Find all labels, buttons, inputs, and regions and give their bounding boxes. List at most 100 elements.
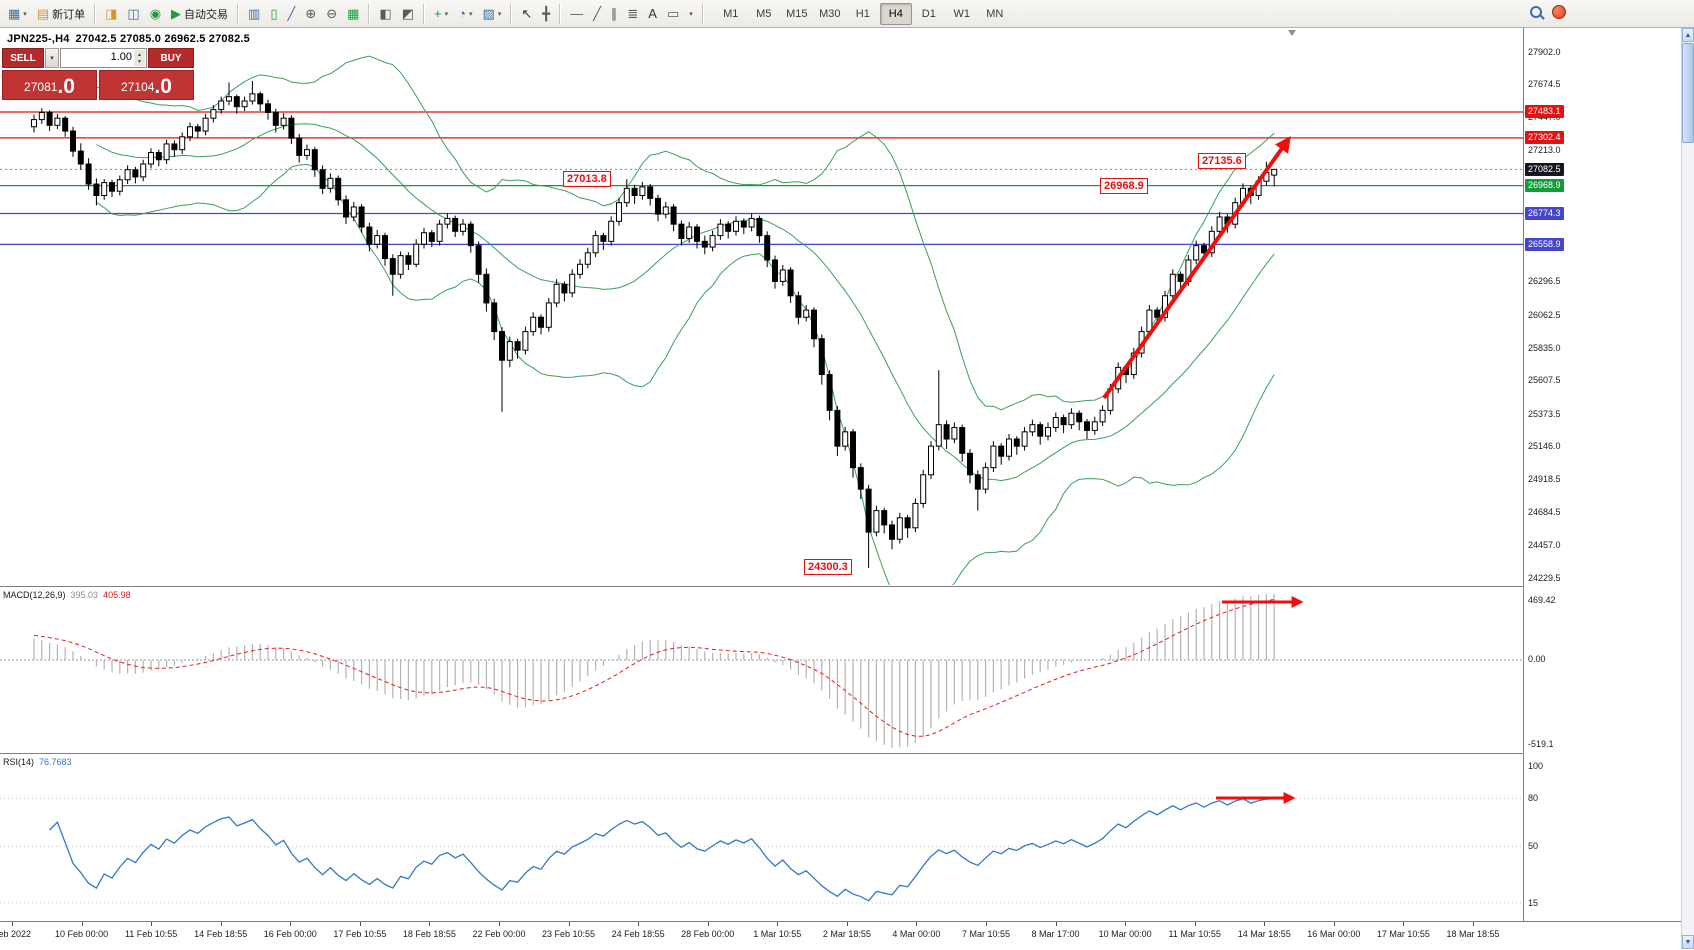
- time-axis-label: 8 Mar 17:00: [1031, 929, 1080, 939]
- buy-button[interactable]: BUY: [148, 48, 194, 68]
- timeframe-button-m30[interactable]: M30: [819, 7, 841, 20]
- arrange-windows-button[interactable]: ◩: [398, 3, 418, 25]
- timeframe-button-h1[interactable]: H1: [855, 7, 870, 20]
- price-callout[interactable]: 27013.8: [563, 171, 611, 187]
- current-price-tag: 27082.5: [1525, 162, 1564, 176]
- stepper-down-icon[interactable]: ▼: [137, 58, 142, 65]
- time-tick: [707, 922, 709, 926]
- scroll-down-button[interactable]: ▼: [1682, 935, 1694, 949]
- fibonacci-tool-button[interactable]: ≣: [623, 3, 642, 25]
- price-tick-label: 25607.5: [1528, 375, 1561, 386]
- time-tick: [1264, 922, 1266, 926]
- play-icon: ▶: [171, 6, 182, 21]
- shapes-tool-button[interactable]: ▾: [685, 3, 697, 25]
- new-chart-button[interactable]: ▦ ▾: [4, 3, 31, 25]
- volume-stepper[interactable]: ▲ ▼: [134, 50, 145, 66]
- new-order-label: 新订单: [52, 8, 86, 21]
- price-level-tag: 26968.9: [1525, 179, 1564, 193]
- cascade-windows-button[interactable]: ◧: [375, 3, 395, 25]
- order-form-icon: ▤: [36, 6, 50, 21]
- sell-price-tile[interactable]: 27081.0: [2, 70, 97, 100]
- toolbar-separator: [559, 3, 562, 24]
- time-axis-label: 18 Mar 18:55: [1446, 929, 1500, 939]
- zoom-in-button[interactable]: ⊕: [301, 3, 320, 25]
- toolbar-separator: [237, 3, 240, 24]
- time-tick: [12, 922, 13, 926]
- sell-button[interactable]: SELL: [2, 48, 44, 68]
- time-axis[interactable]: Feb 2022 10 Feb 00:00 11 Feb 10:55 14 Feb 1…: [0, 921, 1681, 950]
- scroll-up-button[interactable]: ▲: [1682, 28, 1694, 42]
- rsi-scale-label: 100: [1528, 760, 1544, 771]
- templates-button[interactable]: ▨ ▾: [479, 3, 506, 25]
- stepper-up-icon[interactable]: ▲: [137, 51, 142, 58]
- new-chart-icon: ▦: [8, 6, 21, 21]
- data-window-icon: ◫: [127, 6, 140, 21]
- price-axis[interactable]: 27902.027674.527447.027213.026296.526062…: [1523, 28, 1682, 949]
- panel-separator[interactable]: [0, 586, 1681, 587]
- time-tick: [290, 922, 292, 926]
- time-axis-label: 4 Mar 00:00: [892, 929, 941, 939]
- scrollbar-thumb[interactable]: [1682, 43, 1694, 143]
- timeframe-toolbar: M1 M5 M15 M30 H1 H4 D1 W1 MN: [715, 2, 1011, 25]
- time-tick: [638, 922, 640, 926]
- horizontal-line-tool-button[interactable]: ―: [566, 3, 587, 25]
- channel-tool-button[interactable]: ∥: [607, 3, 622, 25]
- navigator-button[interactable]: ◉: [146, 3, 165, 25]
- timeframe-button-m5[interactable]: M5: [756, 7, 772, 20]
- macd-scale-label: -519.1: [1528, 738, 1554, 749]
- price-tick-label: 26296.5: [1528, 276, 1561, 287]
- label-icon: ▭: [666, 6, 680, 21]
- buy-price-tile[interactable]: 27104.0: [99, 70, 194, 100]
- trend-arrow[interactable]: [1102, 136, 1291, 400]
- trendline-tool-button[interactable]: ╱: [589, 3, 605, 25]
- time-tick: [1403, 922, 1405, 926]
- volume-input[interactable]: 1.00 ▲ ▼: [60, 48, 147, 68]
- chevron-down-icon: ▾: [444, 10, 449, 18]
- time-axis-label: Feb 2022: [0, 929, 32, 939]
- one-click-trading-panel: SELL ▾ 1.00 ▲ ▼ BUY 27081.0 27104.0: [2, 48, 194, 100]
- timeframe-button-mn[interactable]: MN: [986, 7, 1004, 20]
- timeframe-button-w1[interactable]: W1: [953, 7, 971, 20]
- periods-button[interactable]: ◔ ▾: [454, 3, 476, 25]
- time-axis-label: 23 Feb 10:55: [542, 929, 596, 939]
- tile-windows-button[interactable]: ▦: [343, 3, 363, 25]
- volume-value: 1.00: [110, 51, 132, 63]
- bar-chart-mode-button[interactable]: ▥: [244, 3, 264, 25]
- cascade-windows-icon: ◧: [379, 6, 392, 21]
- price-callout[interactable]: 24300.3: [804, 559, 852, 575]
- zoom-out-button[interactable]: ⊖: [322, 3, 341, 25]
- new-order-button[interactable]: ▤ 新订单: [33, 3, 89, 25]
- crosshair-tool-button[interactable]: ╋: [538, 3, 554, 25]
- volume-dropdown-button[interactable]: ▾: [45, 48, 59, 68]
- ohlc-values: 27042.5 27085.0 26962.5 27082.5: [75, 33, 250, 45]
- autotrade-button[interactable]: ▶ 自动交易: [167, 3, 232, 25]
- label-tool-button[interactable]: ▭: [663, 3, 683, 25]
- time-tick: [1333, 922, 1335, 926]
- text-tool-button[interactable]: A: [644, 3, 661, 25]
- zoom-out-icon: ⊖: [326, 6, 338, 21]
- add-indicator-button[interactable]: + ▾: [430, 3, 452, 25]
- chevron-down-icon: ▾: [497, 10, 502, 18]
- timeframe-button-m1[interactable]: M1: [723, 7, 739, 20]
- cursor-tool-button[interactable]: ↖: [517, 3, 536, 25]
- price-callout[interactable]: 26968.9: [1100, 178, 1148, 194]
- line-chart-mode-button[interactable]: ╱: [284, 3, 300, 25]
- search-icon[interactable]: [1530, 6, 1542, 18]
- price-level-tag: 26774.3: [1525, 207, 1564, 221]
- time-axis-label: 22 Feb 00:00: [472, 929, 526, 939]
- timeframe-button-d1[interactable]: D1: [921, 7, 936, 20]
- chart-shift-marker[interactable]: [1288, 30, 1296, 36]
- price-tick-label: 27674.5: [1528, 79, 1561, 90]
- timeframe-button-m15[interactable]: M15: [786, 7, 808, 20]
- rsi-scale-label: 80: [1528, 792, 1539, 803]
- panel-separator[interactable]: [0, 753, 1681, 754]
- candle-chart-mode-button[interactable]: ▯: [266, 3, 281, 25]
- price-callout[interactable]: 27135.6: [1198, 153, 1246, 169]
- timeframe-button-h4[interactable]: H4: [879, 2, 912, 25]
- main-toolbar: ▦ ▾ ▤ 新订单 ◨ ◫ ◉ ▶ 自动交易 ▥ ▯ ╱ ⊕ ⊖ ▦ ◧ ◩ +…: [0, 0, 1694, 28]
- data-window-button[interactable]: ◫: [123, 3, 143, 25]
- notification-icon[interactable]: [1552, 5, 1566, 19]
- market-watch-button[interactable]: ◨: [101, 3, 121, 25]
- vertical-scrollbar[interactable]: ▲ ▼: [1681, 28, 1694, 949]
